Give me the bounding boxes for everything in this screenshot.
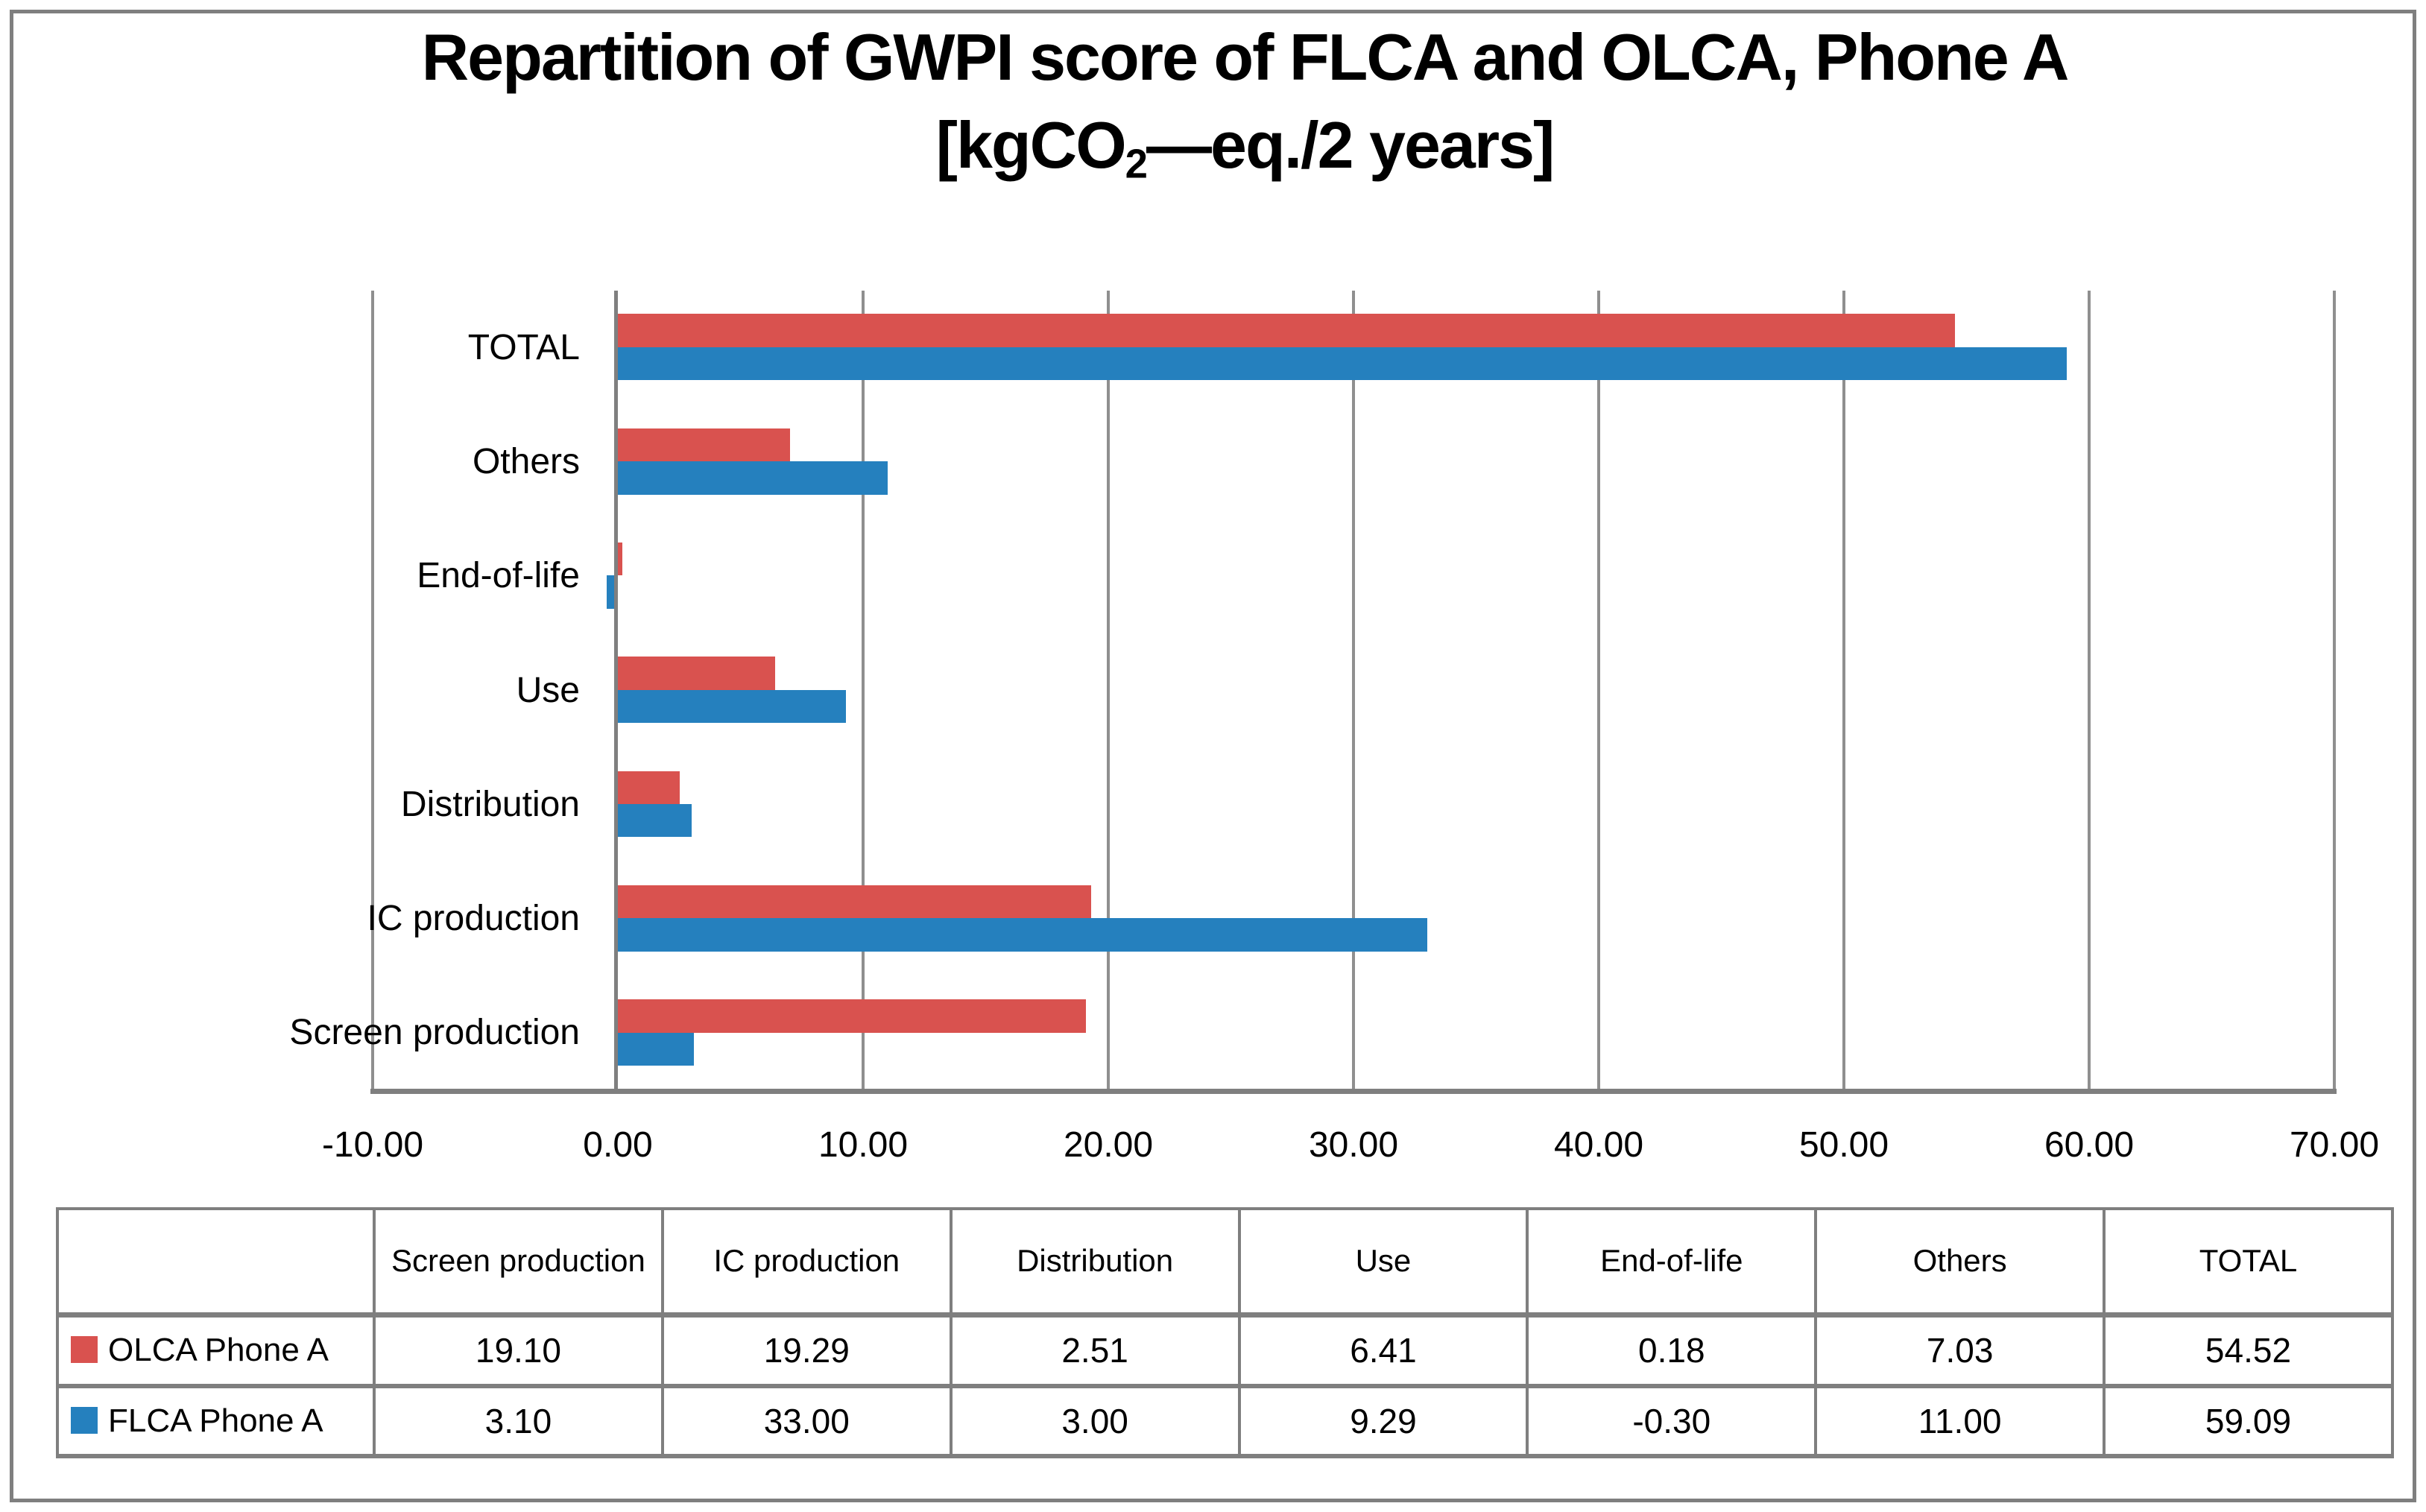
table-header-screen-production: Screen production bbox=[373, 1207, 664, 1318]
table-rowlabel-olca-phone-a: OLCA Phone A bbox=[56, 1313, 376, 1388]
bar-flca-phone-a-use bbox=[618, 689, 846, 724]
table-cell-flca-phone-a-ic-production: 33.00 bbox=[660, 1385, 953, 1458]
category-label-end-of-life: End-of-life bbox=[417, 556, 580, 596]
table-cell-olca-phone-a-ic-production: 19.29 bbox=[660, 1313, 953, 1388]
category-label-use: Use bbox=[516, 670, 580, 710]
chart-title: Repartition of GWPI score of FLCA and OL… bbox=[127, 13, 2363, 189]
gridline-x-30 bbox=[1352, 291, 1355, 1090]
x-tick-label-30.00: 30.00 bbox=[1308, 1125, 1399, 1165]
table-corner-cell bbox=[56, 1207, 376, 1318]
bar-olca-phone-a-total bbox=[618, 314, 1955, 347]
x-tick-label-50.00: 50.00 bbox=[1798, 1125, 1889, 1165]
chart-title-line-2: [kgCO2—eq./2 years] bbox=[935, 108, 1555, 187]
bar-flca-phone-a-distribution bbox=[618, 804, 692, 838]
series-label: OLCA Phone A bbox=[108, 1332, 329, 1369]
bar-flca-phone-a-end-of-life bbox=[607, 575, 614, 609]
gridline-x-20 bbox=[1107, 291, 1110, 1090]
chart-title-line-1: Repartition of GWPI score of FLCA and OL… bbox=[421, 20, 2070, 94]
table-cell-flca-phone-a-use: 9.29 bbox=[1237, 1385, 1529, 1458]
gridline-x-60 bbox=[2088, 291, 2091, 1090]
bar-olca-phone-a-end-of-life bbox=[618, 542, 622, 576]
bar-olca-phone-a-screen-production bbox=[618, 999, 1087, 1033]
category-label-total: TOTAL bbox=[467, 327, 580, 367]
category-label-others: Others bbox=[472, 441, 580, 481]
x-axis-zero-line bbox=[614, 291, 618, 1090]
table-cell-olca-phone-a-total: 54.52 bbox=[2103, 1313, 2394, 1388]
table-cell-flca-phone-a-distribution: 3.00 bbox=[949, 1385, 1241, 1458]
bar-olca-phone-a-ic-production bbox=[618, 885, 1091, 919]
table-cell-flca-phone-a-screen-production: 3.10 bbox=[373, 1385, 664, 1458]
gridline-x-40 bbox=[1597, 291, 1600, 1090]
bar-olca-phone-a-distribution bbox=[618, 771, 680, 804]
table-header-total: TOTAL bbox=[2103, 1207, 2394, 1318]
bar-olca-phone-a-use bbox=[618, 657, 775, 690]
table-header-ic-production: IC production bbox=[660, 1207, 953, 1318]
olca-phone-a-series-swatch-icon bbox=[71, 1336, 98, 1364]
series-label: FLCA Phone A bbox=[108, 1402, 323, 1439]
table-header-others: Others bbox=[1814, 1207, 2106, 1318]
table-cell-flca-phone-a-total: 59.09 bbox=[2103, 1385, 2394, 1458]
bar-flca-phone-a-ic-production bbox=[618, 918, 1427, 952]
table-cell-olca-phone-a-distribution: 2.51 bbox=[949, 1313, 1241, 1388]
gridline-x-10 bbox=[862, 291, 865, 1090]
x-axis-bottom-line bbox=[370, 1089, 2337, 1094]
category-label-distribution: Distribution bbox=[400, 784, 580, 824]
plot-area bbox=[370, 291, 2337, 1094]
category-label-screen-production: Screen production bbox=[289, 1013, 580, 1053]
table-cell-olca-phone-a-end-of-life: 0.18 bbox=[1526, 1313, 1818, 1388]
bar-flca-phone-a-total bbox=[618, 347, 2068, 381]
gridline-x-70 bbox=[2333, 291, 2336, 1090]
table-header-end-of-life: End-of-life bbox=[1526, 1207, 1818, 1318]
table-cell-flca-phone-a-end-of-life: -0.30 bbox=[1526, 1385, 1818, 1458]
bar-olca-phone-a-others bbox=[618, 428, 791, 462]
table-cell-olca-phone-a-screen-production: 19.10 bbox=[373, 1313, 664, 1388]
table-header-use: Use bbox=[1237, 1207, 1529, 1318]
table-cell-olca-phone-a-use: 6.41 bbox=[1237, 1313, 1529, 1388]
x-tick-label-70.00: 70.00 bbox=[2289, 1125, 2380, 1165]
table-header-distribution: Distribution bbox=[949, 1207, 1241, 1318]
x-tick-label-20.00: 20.00 bbox=[1063, 1125, 1154, 1165]
table-cell-olca-phone-a-others: 7.03 bbox=[1814, 1313, 2106, 1388]
gridline-x-50 bbox=[1842, 291, 1845, 1090]
table-row-olca-phone-a: OLCA Phone A 19.10 19.29 2.51 6.41 0.18 7.03 54… bbox=[56, 1313, 2394, 1388]
x-tick-label-40.00: 40.00 bbox=[1553, 1125, 1644, 1165]
data-table: Screen production IC production Distributi… bbox=[56, 1207, 2394, 1458]
category-label-ic-production: IC production bbox=[367, 899, 581, 939]
bar-flca-phone-a-others bbox=[618, 461, 888, 495]
x-tick-label-60.00: 60.00 bbox=[2044, 1125, 2135, 1165]
subscript-2: 2 bbox=[1125, 141, 1148, 187]
x-tick-label--10.00: -10.00 bbox=[321, 1125, 424, 1165]
x-tick-label-10.00: 10.00 bbox=[818, 1125, 909, 1165]
bar-flca-phone-a-screen-production bbox=[618, 1032, 694, 1066]
table-rowlabel-flca-phone-a: FLCA Phone A bbox=[56, 1385, 376, 1458]
table-cell-flca-phone-a-others: 11.00 bbox=[1814, 1385, 2106, 1458]
flca-phone-a-series-swatch-icon bbox=[71, 1407, 98, 1434]
table-row-flca-phone-a: FLCA Phone A 3.10 33.00 3.00 9.29 -0.30 11.00 5… bbox=[56, 1385, 2394, 1458]
gridline-x--10 bbox=[371, 291, 374, 1090]
x-tick-label-0.00: 0.00 bbox=[583, 1125, 653, 1165]
